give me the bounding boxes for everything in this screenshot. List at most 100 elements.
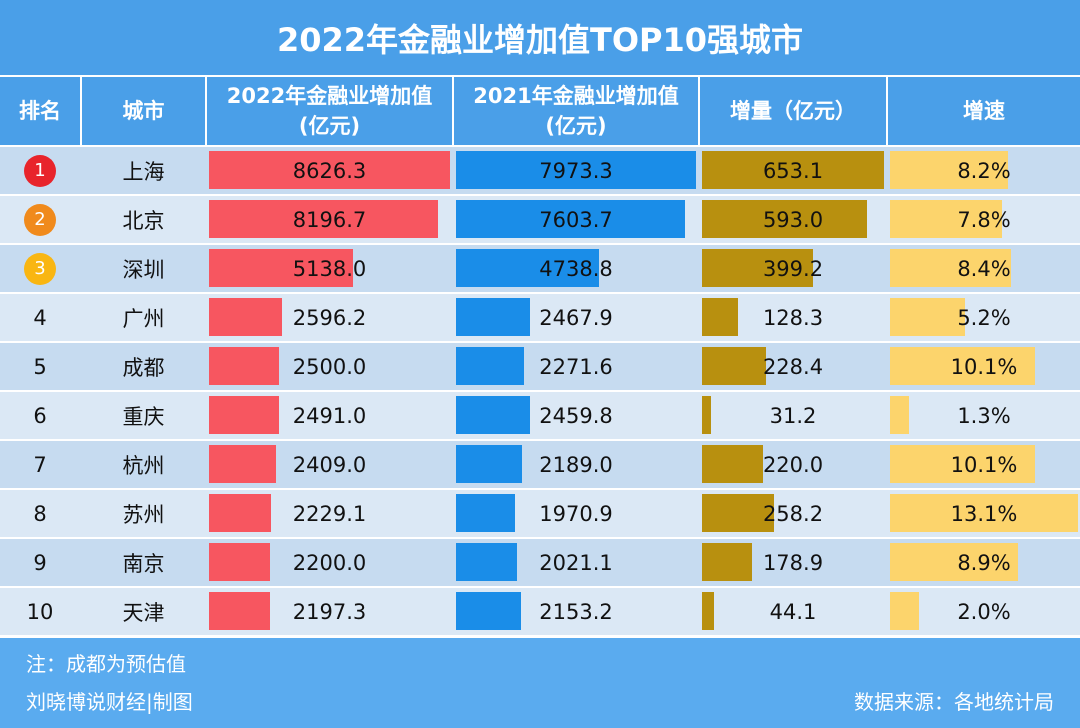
column-header: 增速 [888,77,1080,145]
data-bar [890,249,1011,287]
table-cell: 天津 [122,600,165,625]
column-header: 城市 [82,77,205,145]
data-bar [209,543,271,581]
table-cell: 5138.0 [292,256,367,281]
data-bar [702,200,868,238]
column-header: 增量（亿元） [700,77,886,145]
table-cell: 31.2 [769,403,817,428]
data-bar [702,396,711,434]
data-bar [702,347,766,385]
footer: 注：成都为预估值 刘晓博说财经|制图 数据来源：各地统计局 [0,638,1080,728]
table-cell: 广州 [122,306,165,331]
data-bar [456,445,522,483]
data-bar [456,543,517,581]
header-line: (亿元) [298,114,361,138]
data-bar [209,494,272,532]
data-bar [890,494,1078,532]
table-cell: 178.9 [762,550,824,575]
table-cell: 7 [33,452,47,477]
title: 2022年金融业增加值TOP10强城市 [0,0,1080,75]
data-bar [456,592,521,630]
header-line: 城市 [122,99,165,123]
table-cell: 220.0 [762,452,824,477]
rank-cell: 2 [0,196,80,243]
data-bar [209,592,271,630]
table-cell: 2271.6 [539,354,613,379]
rank-badge: 2 [24,203,56,236]
data-bar [890,396,909,434]
table-cell: 2021.1 [539,550,613,575]
table-cell: 苏州 [122,502,165,527]
table-cell: 653.1 [762,158,824,183]
table-cell: 北京 [122,208,165,233]
table-cell: 8.9% [957,550,1011,575]
table-cell: 2459.8 [539,403,613,428]
table-cell: 2409.0 [292,452,367,477]
source: 数据来源：各地统计局 [854,690,1054,714]
table-cell: 9 [33,550,47,575]
data-bar [209,151,450,189]
table-cell: 7603.7 [539,207,613,232]
data-bar [209,200,438,238]
column-header: 2022年金融业增加值 (亿元) [207,77,452,145]
table-cell: 2189.0 [539,452,613,477]
table-cell: 2229.1 [292,501,367,526]
table-cell: 7.8% [957,207,1011,232]
table-cell: 5.2% [957,305,1011,330]
table-cell: 399.2 [762,256,824,281]
table-cell: 2153.2 [539,599,613,624]
credit: 刘晓博说财经|制图 [26,690,193,714]
data-bar [456,200,685,238]
table-cell: 128.3 [762,305,824,330]
data-bar [209,396,279,434]
table-cell: 8.4% [957,256,1011,281]
rank-cell: 1 [0,147,80,194]
table-cell: 8 [33,501,47,526]
table-cell: 2467.9 [539,305,613,330]
data-bar [456,249,599,287]
table-cell: 南京 [122,551,165,576]
data-bar [702,494,774,532]
table-cell: 1970.9 [539,501,613,526]
table-cell: 深圳 [122,257,165,282]
data-bar [890,543,1018,581]
table-cell: 杭州 [122,453,165,478]
column-header: 排名 [0,77,80,145]
header-line: 增速 [963,99,1005,123]
rank-cell: 3 [0,245,80,292]
data-bar [890,298,965,336]
data-bar [702,592,715,630]
data-bar [890,592,919,630]
table-cell: 228.4 [762,354,824,379]
table-cell: 2500.0 [292,354,367,379]
table-cell: 2596.2 [292,305,367,330]
table-cell: 2200.0 [292,550,367,575]
table-cell: 258.2 [762,501,824,526]
table-cell: 4 [33,305,47,330]
table-cell: 2.0% [957,599,1011,624]
table-cell: 8626.3 [292,158,367,183]
data-bar [890,445,1035,483]
table-cell: 4738.8 [539,256,613,281]
data-bar [456,151,696,189]
data-bar [890,347,1035,385]
data-bar [702,543,752,581]
table-cell: 44.1 [769,599,817,624]
table-cell: 2197.3 [292,599,367,624]
note: 注：成都为预估值 [26,652,186,676]
data-bar [456,347,525,385]
column-header: 2021年金融业增加值 (亿元) [454,77,698,145]
table-cell: 10 [26,599,54,624]
table-cell: 10.1% [950,354,1018,379]
table-cell: 13.1% [950,501,1018,526]
data-bar [702,249,814,287]
data-bar [890,151,1008,189]
table-cell: 上海 [122,159,165,184]
data-bar [209,445,277,483]
rank-badge: 1 [24,154,56,187]
table-cell: 8.2% [957,158,1011,183]
header-line: 排名 [19,99,61,123]
data-bar [702,445,764,483]
table-cell: 1.3% [957,403,1011,428]
